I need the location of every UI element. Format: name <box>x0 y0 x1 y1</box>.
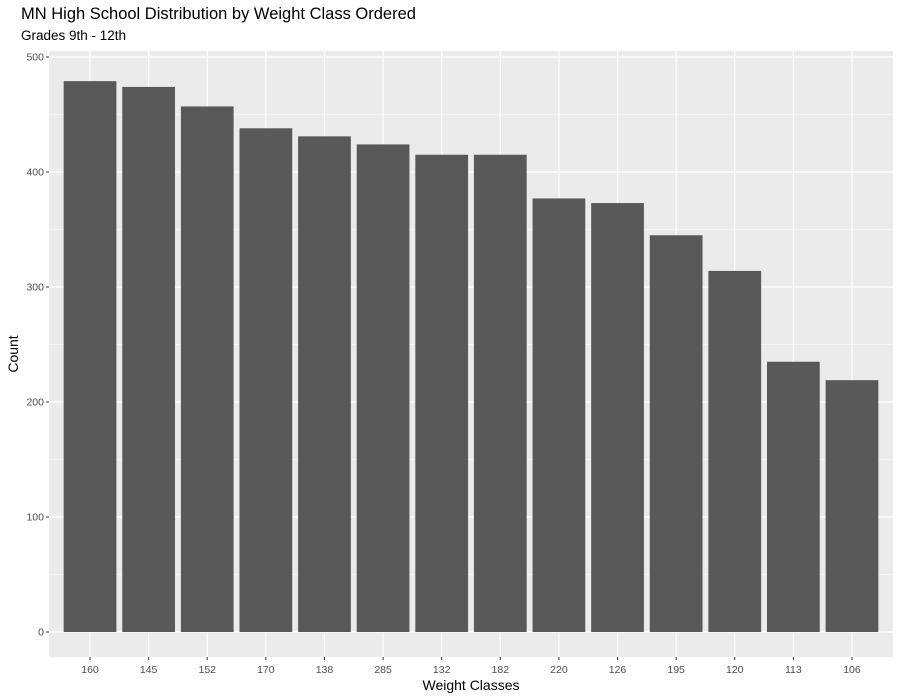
x-tick-label: 138 <box>316 664 334 676</box>
plot-panel <box>49 51 893 657</box>
chart-title: MN High School Distribution by Weight Cl… <box>21 5 416 23</box>
y-tick-label: 0 <box>38 627 44 639</box>
bar-195 <box>649 235 703 632</box>
y-axis-label: Count <box>5 335 21 372</box>
bar-285 <box>356 144 410 632</box>
bar-120 <box>708 270 762 632</box>
bar-182 <box>473 154 527 632</box>
bar-170 <box>239 128 293 633</box>
x-tick-label: 152 <box>198 664 216 676</box>
x-tick-label: 126 <box>609 664 627 676</box>
x-tick-label: 182 <box>492 664 510 676</box>
x-tick-label: 132 <box>433 664 451 676</box>
x-tick-label: 106 <box>843 664 861 676</box>
x-tick-label: 113 <box>785 664 802 676</box>
y-tick-label: 200 <box>26 397 44 409</box>
x-tick-label: 145 <box>140 664 158 676</box>
bar-160 <box>63 81 117 632</box>
x-tick-label: 195 <box>667 664 685 676</box>
chart-subtitle: Grades 9th - 12th <box>21 28 127 43</box>
bar-138 <box>298 136 351 632</box>
x-axis: 160 145 152 170 138 285 132 182 220 126 195 120 113 1… <box>81 657 861 676</box>
bar-106 <box>825 380 879 632</box>
bar-145 <box>122 86 176 632</box>
bars <box>63 81 879 633</box>
y-tick-label: 400 <box>26 167 44 179</box>
y-tick-label: 300 <box>26 282 44 294</box>
x-axis-label: Weight Classes <box>422 677 519 693</box>
y-axis: 0 100 200 300 400 500 <box>26 52 49 639</box>
x-tick-label: 170 <box>257 664 275 676</box>
bar-113 <box>766 361 820 632</box>
x-tick-label: 285 <box>374 664 392 676</box>
bar-220 <box>532 198 586 632</box>
bar-132 <box>415 154 469 632</box>
bar-152 <box>180 106 234 632</box>
bar-126 <box>591 203 644 633</box>
y-tick-label: 100 <box>26 512 44 524</box>
x-tick-label: 120 <box>726 664 744 676</box>
x-tick-label: 160 <box>81 664 99 676</box>
x-tick-label: 220 <box>550 664 568 676</box>
y-tick-label: 500 <box>26 52 44 64</box>
